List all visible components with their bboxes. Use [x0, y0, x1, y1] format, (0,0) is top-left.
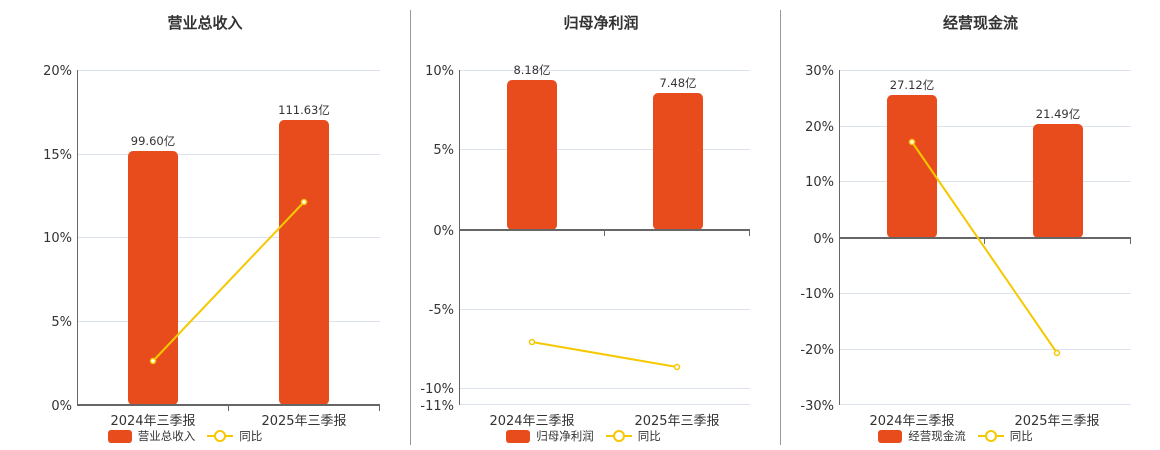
- bar-value-label: 111.63亿: [278, 103, 330, 117]
- yoy-line: [152, 201, 305, 362]
- yoy-point[interactable]: [908, 138, 916, 146]
- y-tick: 30%: [805, 64, 834, 79]
- bar-value-label: 7.48亿: [659, 76, 696, 90]
- x-category-label: 2024年三季报: [869, 414, 954, 429]
- bar-2024[interactable]: [887, 95, 937, 238]
- yoy-line: [911, 141, 1058, 354]
- yoy-point[interactable]: [300, 198, 308, 206]
- bar-value-label: 99.60亿: [131, 134, 175, 148]
- x-category-label: 2024年三季报: [489, 414, 574, 429]
- x-category-label: 2025年三季报: [261, 414, 346, 429]
- y-tick: 20%: [43, 64, 72, 79]
- y-tick: 5%: [433, 143, 454, 158]
- bar-legend-label[interactable]: 营业总收入: [137, 429, 196, 443]
- line-legend-label[interactable]: 同比: [637, 429, 661, 443]
- bar-legend-swatch[interactable]: [878, 429, 903, 443]
- y-tick: 0%: [813, 232, 834, 247]
- line-legend-icon[interactable]: [207, 430, 234, 442]
- y-tick: 0%: [433, 224, 454, 239]
- chart-legend: 经营现金流 同比: [751, 428, 1160, 444]
- y-axis-labels: 10% 5% 0% -5% -10% -11%: [420, 64, 454, 414]
- y-axis-labels: 20% 15% 10% 5% 0%: [43, 64, 72, 414]
- chart-title: 营业总收入: [167, 14, 243, 32]
- line-legend-label[interactable]: 同比: [239, 429, 263, 443]
- chart-title: 经营现金流: [942, 14, 1018, 32]
- panel-divider: [780, 10, 781, 445]
- y-tick: -10%: [420, 382, 454, 397]
- y-tick: 10%: [425, 64, 454, 79]
- x-category-label: 2025年三季报: [634, 414, 719, 429]
- y-tick: -10%: [800, 287, 834, 302]
- bar-legend-label[interactable]: 归母净利润: [536, 429, 594, 443]
- y-tick: 20%: [805, 120, 834, 135]
- bar-2024[interactable]: [507, 80, 557, 230]
- y-tick: 15%: [43, 148, 72, 163]
- operating-cashflow-chart: 30% 20% 10% 0% -10% -20% -30% 27.12亿 21.…: [800, 64, 1131, 429]
- net-profit-chart: 10% 5% 0% -5% -10% -11% 8.18亿 7.48亿 2024…: [420, 63, 750, 429]
- yoy-point[interactable]: [528, 338, 536, 346]
- y-tick: -5%: [429, 303, 454, 318]
- yoy-line: [531, 341, 678, 368]
- bar-2024[interactable]: [128, 151, 178, 405]
- yoy-point[interactable]: [673, 363, 681, 371]
- y-tick: 10%: [805, 175, 834, 190]
- line-legend-icon[interactable]: [977, 430, 1004, 442]
- chart-title: 归母净利润: [563, 14, 639, 32]
- x-category-label: 2025年三季报: [1014, 414, 1099, 429]
- net-profit-chart-panel: 归母净利润 10% 5% 0% -5% -10% -11% 8.18亿 7.48…: [411, 0, 781, 450]
- yoy-point[interactable]: [149, 357, 157, 365]
- y-tick: 10%: [43, 231, 72, 246]
- line-legend-icon[interactable]: [605, 430, 632, 442]
- panel-divider: [410, 10, 411, 445]
- y-tick: -20%: [800, 343, 834, 358]
- bar-legend-swatch[interactable]: [506, 429, 531, 443]
- y-tick: -11%: [420, 399, 454, 414]
- bar-value-label: 27.12亿: [890, 78, 934, 92]
- revenue-chart-panel: 营业总收入 20% 15% 10% 5% 0% 99.60亿 111.63亿 2…: [0, 0, 410, 450]
- x-category-label: 2024年三季报: [110, 414, 195, 429]
- y-tick: -30%: [800, 399, 834, 414]
- bar-legend-swatch[interactable]: [107, 429, 132, 443]
- chart-legend: 营业总收入 同比: [0, 428, 410, 444]
- bar-2025[interactable]: [1033, 124, 1083, 238]
- bar-value-label: 8.18亿: [513, 63, 550, 77]
- chart-legend: 归母净利润 同比: [386, 428, 781, 444]
- operating-cashflow-chart-panel: 经营现金流 30% 20% 10% 0% -10% -20% -30% 27.1…: [781, 0, 1160, 450]
- bar-value-label: 21.49亿: [1036, 107, 1080, 121]
- bar-2025[interactable]: [653, 93, 703, 230]
- revenue-chart: 20% 15% 10% 5% 0% 99.60亿 111.63亿 2024年三季…: [43, 64, 380, 429]
- gridlines: [77, 70, 380, 322]
- y-tick: 5%: [51, 315, 72, 330]
- y-tick: 0%: [51, 399, 72, 414]
- line-legend-label[interactable]: 同比: [1009, 429, 1033, 443]
- yoy-point[interactable]: [1053, 349, 1061, 357]
- bar-legend-label[interactable]: 经营现金流: [908, 429, 966, 443]
- y-axis-labels: 30% 20% 10% 0% -10% -20% -30%: [800, 64, 834, 414]
- bar-2025[interactable]: [279, 120, 329, 405]
